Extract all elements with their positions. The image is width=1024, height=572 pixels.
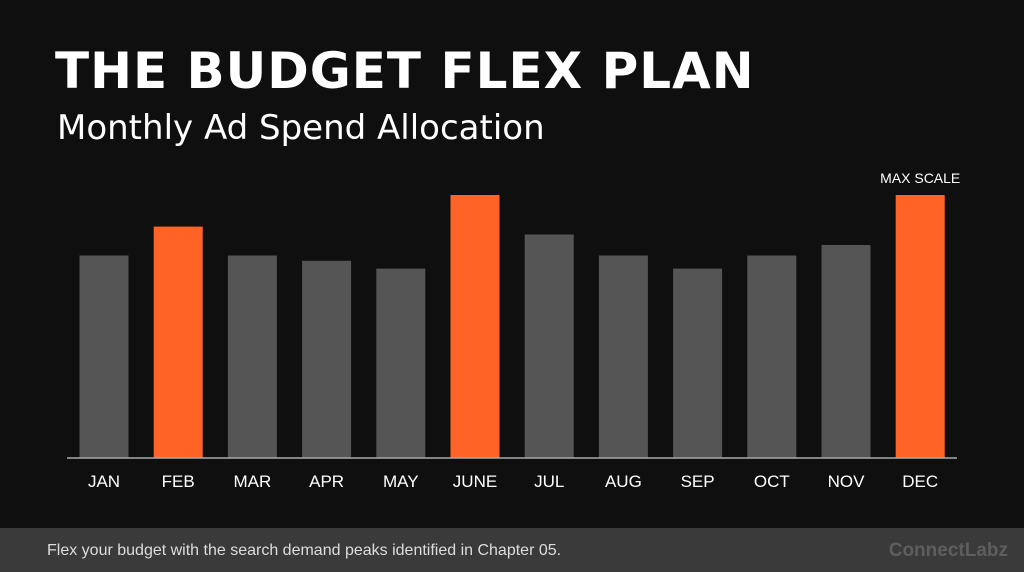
chart-title: THE BUDGET FLEX PLAN xyxy=(55,42,755,100)
chart-subtitle: Monthly Ad Spend Allocation xyxy=(57,108,545,148)
bars-group xyxy=(79,195,945,459)
footer-bar: Flex your budget with the search demand … xyxy=(0,528,1024,572)
bar-may xyxy=(376,268,426,458)
bar-dec xyxy=(895,195,945,458)
bar-oct xyxy=(747,255,797,458)
x-tick-label-may: MAY xyxy=(383,472,419,491)
bar-feb xyxy=(153,226,203,458)
x-tick-label-feb: FEB xyxy=(162,472,195,491)
x-tick-label-oct: OCT xyxy=(754,472,790,491)
bar-aug xyxy=(598,255,648,458)
footer-caption: Flex your budget with the search demand … xyxy=(47,542,562,559)
x-tick-label-dec: DEC xyxy=(902,472,938,491)
x-tick-labels: JAN FEB MAR APR MAY JUNE JUL AUG SEP OCT NOV DEC xyxy=(88,472,938,491)
bar-jan xyxy=(79,255,129,458)
x-tick-label-nov: NOV xyxy=(828,472,866,491)
bar-jul xyxy=(524,234,574,458)
x-tick-label-apr: APR xyxy=(309,472,344,491)
x-tick-label-june: JUNE xyxy=(453,472,497,491)
x-tick-label-jan: JAN xyxy=(88,472,120,491)
bar-sep xyxy=(673,268,723,458)
bar-chart: JAN FEB MAR APR MAY JUNE JUL AUG SEP OCT NOV DEC MA… xyxy=(67,170,960,491)
bar-apr xyxy=(302,260,352,459)
x-tick-label-jul: JUL xyxy=(534,472,564,491)
bar-mar xyxy=(227,255,277,458)
annotation-label: MAX SCALE xyxy=(880,170,960,186)
bar-june xyxy=(450,195,500,458)
brand-logo: ConnectLabz xyxy=(888,540,1008,561)
x-tick-label-aug: AUG xyxy=(605,472,642,491)
x-tick-label-sep: SEP xyxy=(681,472,715,491)
annotations: MAX SCALE xyxy=(880,170,960,186)
bar-nov xyxy=(821,245,871,458)
x-tick-label-mar: MAR xyxy=(234,472,272,491)
